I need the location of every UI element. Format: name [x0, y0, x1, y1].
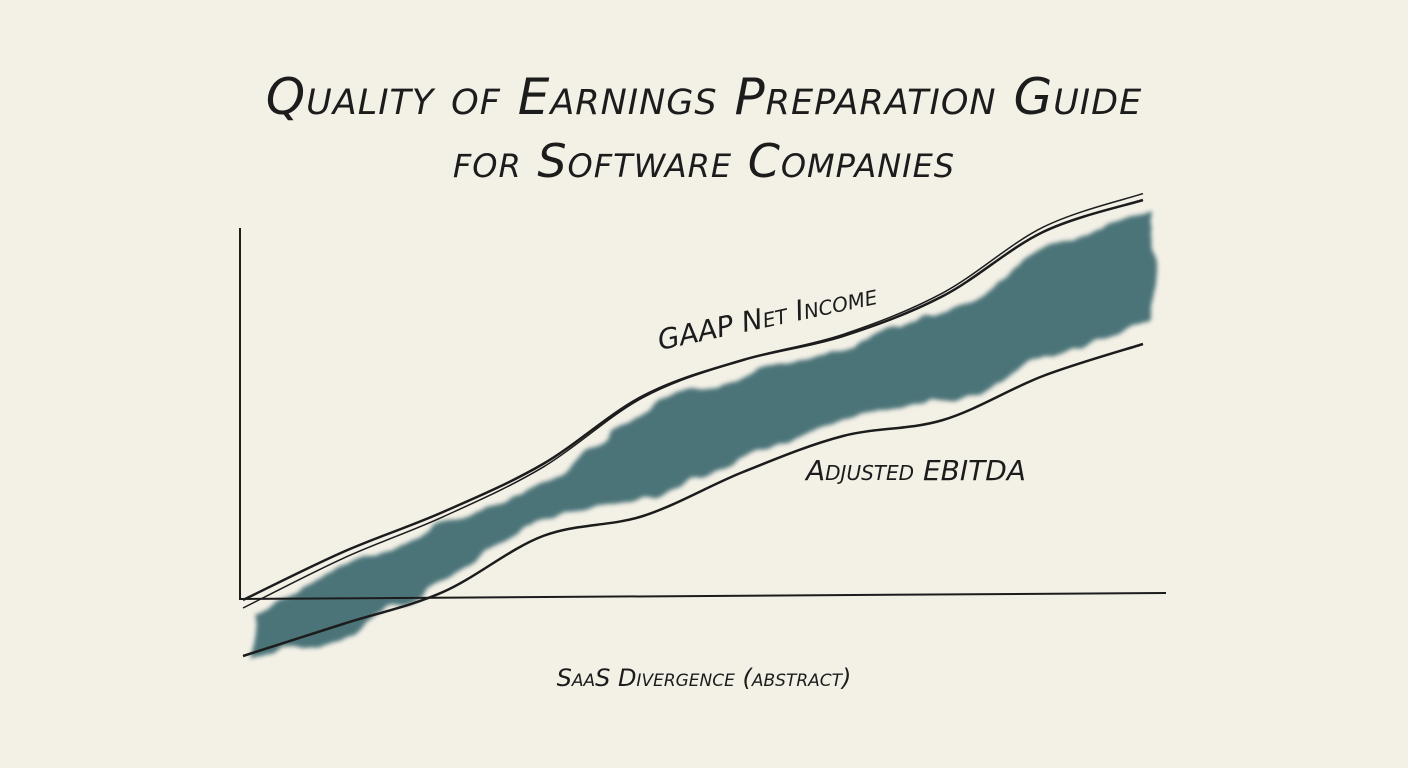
divergence-band [253, 212, 1153, 661]
adjusted-ebitda-line [242, 342, 1144, 658]
label-adjusted-ebitda: Adjusted EBITDA [804, 454, 1026, 487]
label-gaap-net-income: GAAP Net Income [655, 278, 881, 357]
gaap-net-income-sketch-line [242, 192, 1144, 609]
chart-title: Quality of Earnings Preparation Guide [265, 68, 1143, 126]
gaap-net-income-line [242, 198, 1144, 602]
x-axis [239, 592, 1167, 600]
chart-caption: SaaS Divergence (abstract) [557, 664, 852, 692]
chart-subtitle: for Software Companies [452, 134, 956, 188]
